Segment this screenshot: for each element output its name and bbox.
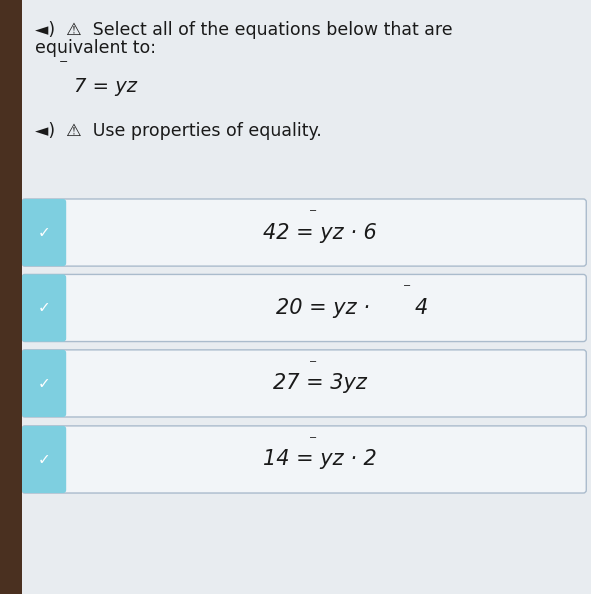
Text: ◄︎)  ⚠  Select all of the equations below that are: ◄︎) ⚠ Select all of the equations below … — [35, 21, 453, 39]
FancyBboxPatch shape — [22, 426, 586, 493]
FancyBboxPatch shape — [22, 350, 586, 417]
Text: 42 = yz · 6: 42 = yz · 6 — [264, 223, 377, 242]
Text: 4: 4 — [415, 298, 428, 318]
Text: ✓: ✓ — [38, 301, 50, 315]
Text: −: − — [309, 433, 317, 443]
Text: 27 = 3yz: 27 = 3yz — [274, 374, 367, 393]
FancyBboxPatch shape — [22, 350, 66, 417]
Text: 7 = yz: 7 = yz — [74, 77, 137, 96]
FancyBboxPatch shape — [22, 274, 586, 342]
FancyBboxPatch shape — [22, 199, 586, 266]
FancyBboxPatch shape — [22, 199, 66, 266]
Text: 14 = yz · 2: 14 = yz · 2 — [264, 450, 377, 469]
Text: −: − — [59, 56, 69, 67]
Bar — [0, 0, 22, 594]
FancyBboxPatch shape — [22, 274, 66, 342]
Text: −: − — [403, 282, 411, 291]
Text: ✓: ✓ — [38, 225, 50, 240]
Text: 20 = yz ·: 20 = yz · — [277, 298, 370, 318]
Text: ✓: ✓ — [38, 452, 50, 467]
Text: ✓: ✓ — [38, 376, 50, 391]
FancyBboxPatch shape — [22, 426, 66, 493]
Text: equivalent to:: equivalent to: — [35, 39, 157, 56]
Text: −: − — [309, 357, 317, 366]
Text: ◄︎)  ⚠  Use properties of equality.: ◄︎) ⚠ Use properties of equality. — [35, 122, 322, 140]
Text: −: − — [309, 206, 317, 216]
